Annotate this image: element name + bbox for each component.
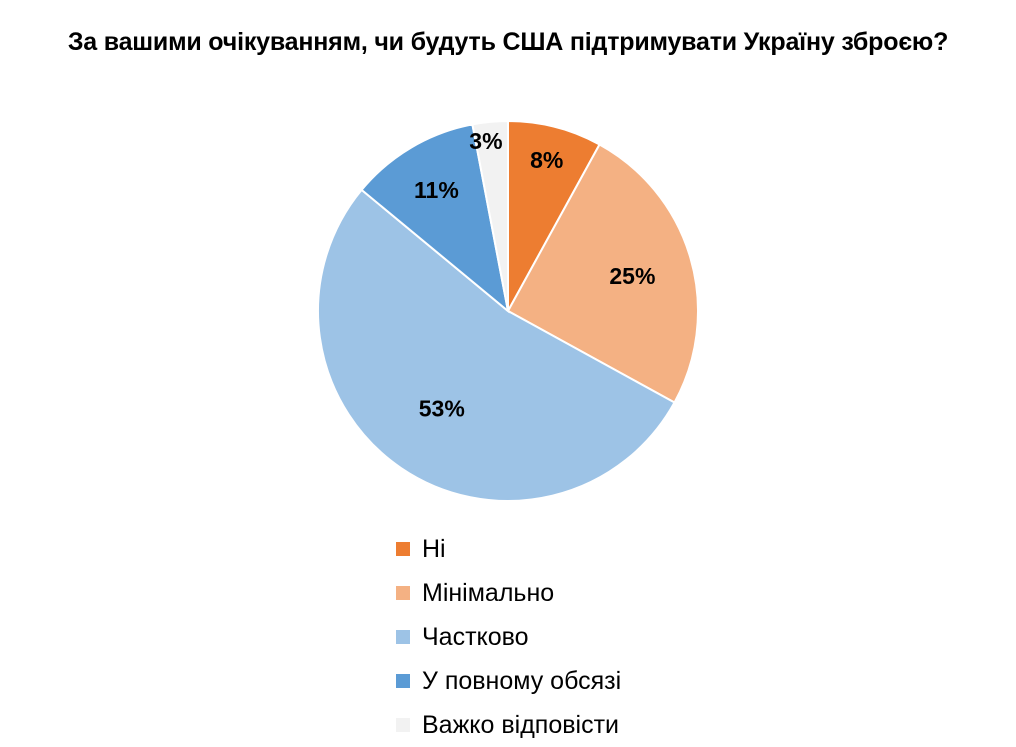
slice-vazhko-vidpovisty [471,119,509,312]
slice-minimalno [506,143,699,404]
legend-swatch [396,674,410,688]
legend-swatch [396,718,410,732]
legend-label: Частково [422,622,529,651]
legend-item-u-povnomu-obsiazi: У повному обсязі [396,659,621,703]
pie-slices [317,119,699,502]
label-vazhko-vidpovisty: 3% [469,128,502,154]
legend-label: Мінімально [422,578,555,607]
chart-legend: Ні Мінімально Частково У повному обсязі Важк… [396,527,621,747]
label-chastkovo: 53% [419,395,465,421]
legend-item-chastkovo: Частково [396,615,621,659]
legend-swatch [396,586,410,600]
slice-ni [507,119,601,312]
legend-label: Важко відповісти [422,710,619,739]
legend-label: У повному обсязі [422,666,622,695]
label-ni: 8% [530,147,563,173]
slice-chastkovo [317,188,676,502]
label-u-povnomu-obsiazi: 11% [414,177,459,203]
chart-title: За вашими очікуванням, чи будуть США під… [67,28,949,56]
legend-item-ni: Ні [396,527,621,571]
legend-swatch [396,542,410,556]
pie-value-labels: 8% 25% 53% 11% 3% [414,128,655,422]
label-minimalno: 25% [609,263,655,289]
legend-item-vazhko-vidpovisty: Важко відповісти [396,703,621,747]
legend-swatch [396,630,410,644]
slice-u-povnomu-obsiazi [360,123,510,314]
legend-item-minimalno: Мінімально [396,571,621,615]
legend-label: Ні [422,534,446,563]
